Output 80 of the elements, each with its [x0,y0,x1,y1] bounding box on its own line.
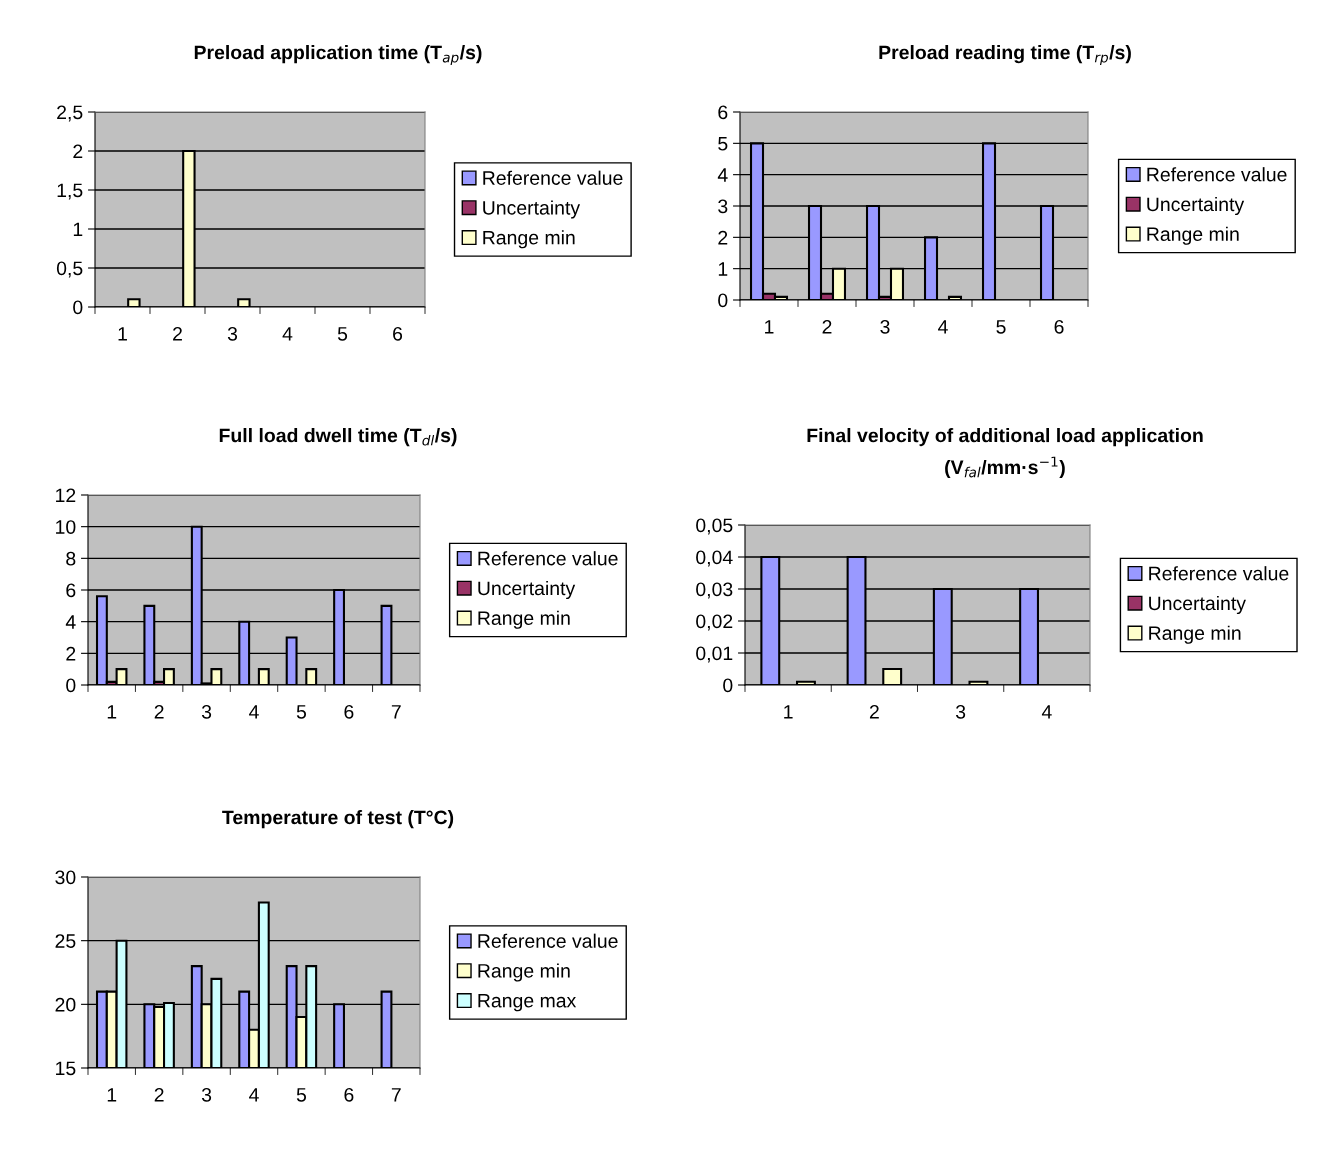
chart-title: Final velocity of additional load application (V$_{fal}$/mm·s$^{−1}$) [807,428,1203,479]
y-tick-label: 0,05 [696,518,733,535]
legend-label: Reference value [478,933,618,948]
legend-label: Range min [478,610,570,629]
x-tick-label: 7 [391,705,401,719]
y-tick-label: 1 [718,262,728,276]
x-tick-label: 7 [391,1088,401,1102]
x-tick-label: 5 [296,705,307,719]
x-tick-label: 3 [880,319,890,334]
legend-label: Reference value [1147,167,1287,182]
legend-label: Reference value [483,170,623,185]
y-tick-label: 2 [66,646,76,661]
y-tick-label: 0 [66,678,76,693]
legend-label: Reference value [478,551,618,566]
y-tick-label: 0 [723,678,733,693]
x-tick-label: 1 [107,705,117,719]
x-tick-label: 3 [201,1087,212,1102]
x-tick-label: 5 [296,1088,307,1102]
legend-label: Reference value [1149,566,1289,581]
x-tick-label: 5 [337,327,348,341]
x-tick-label: 2 [173,326,182,341]
y-tick-label: 0,03 [696,582,733,599]
x-tick-label: 2 [154,1087,164,1102]
legend-label: Uncertainty [483,200,581,219]
x-tick-label: 6 [344,704,354,719]
x-tick-label: 6 [393,326,403,341]
x-tick-label: 5 [996,320,1006,334]
x-tick-label: 4 [249,705,259,719]
x-tick-label: 1 [118,327,127,341]
y-tick-label: 1,5 [57,183,83,200]
x-tick-label: 2 [869,704,879,719]
chart-title: Full load dwell time (T$_{dl}$/s) [219,428,457,447]
y-tick-label: 15 [56,1061,76,1076]
x-tick-label: 1 [107,1088,117,1102]
y-tick-label: 0,5 [56,261,83,278]
legend-label: Range min [1147,226,1239,245]
x-tick-label: 4 [249,1088,259,1102]
legend-label: Uncertainty [1147,196,1245,216]
chart-title: Preload application time (T$_{ap}$/s) [194,45,482,66]
y-tick-label: 5 [718,137,728,151]
x-tick-label: 1 [784,705,793,719]
x-tick-label: 2 [822,319,832,334]
y-tick-label: 0 [718,293,728,308]
x-tick-label: 1 [765,320,774,334]
y-tick-label: 4 [717,168,728,182]
y-tick-label: 25 [55,934,76,948]
y-tick-label: 4 [65,615,76,629]
legend-label: Range min [483,230,575,249]
x-tick-label: 3 [955,704,966,719]
y-tick-label: 1 [73,222,83,237]
legend-label: Range min [478,963,570,982]
y-tick-label: 2,5 [57,105,83,122]
y-tick-label: 2 [718,230,728,245]
y-tick-label: 6 [718,105,728,120]
x-tick-label: 3 [201,704,212,719]
legend-label: Range min [1149,625,1241,644]
y-tick-label: 8 [66,551,76,566]
y-tick-label: 0,02 [696,614,733,631]
x-tick-label: 6 [344,1087,354,1102]
legend-label: Range max [478,993,577,1012]
x-tick-label: 4 [282,327,293,341]
y-tick-label: 6 [66,583,76,598]
y-tick-label: 30 [55,870,76,885]
y-tick-label: 0 [73,300,83,315]
x-tick-label: 2 [154,704,164,719]
x-tick-label: 6 [1054,319,1064,334]
y-tick-label: 20 [55,997,76,1012]
y-tick-label: 2 [73,144,83,159]
legend-label: Uncertainty [478,580,576,600]
chart-title: Preload reading time (T$_{rp}$/s) [879,45,1131,66]
y-tick-label: 10 [56,520,76,534]
chart-title: Temperature of test (T°C) [222,810,454,829]
x-tick-label: 4 [1041,705,1052,719]
y-tick-label: 0,04 [696,550,733,567]
y-tick-label: 12 [56,488,76,503]
legend-label: Uncertainty [1149,595,1246,615]
x-tick-label: 4 [938,320,948,334]
x-tick-label: 3 [227,326,238,341]
y-tick-label: 0,01 [696,646,733,663]
y-tick-label: 3 [718,199,728,214]
